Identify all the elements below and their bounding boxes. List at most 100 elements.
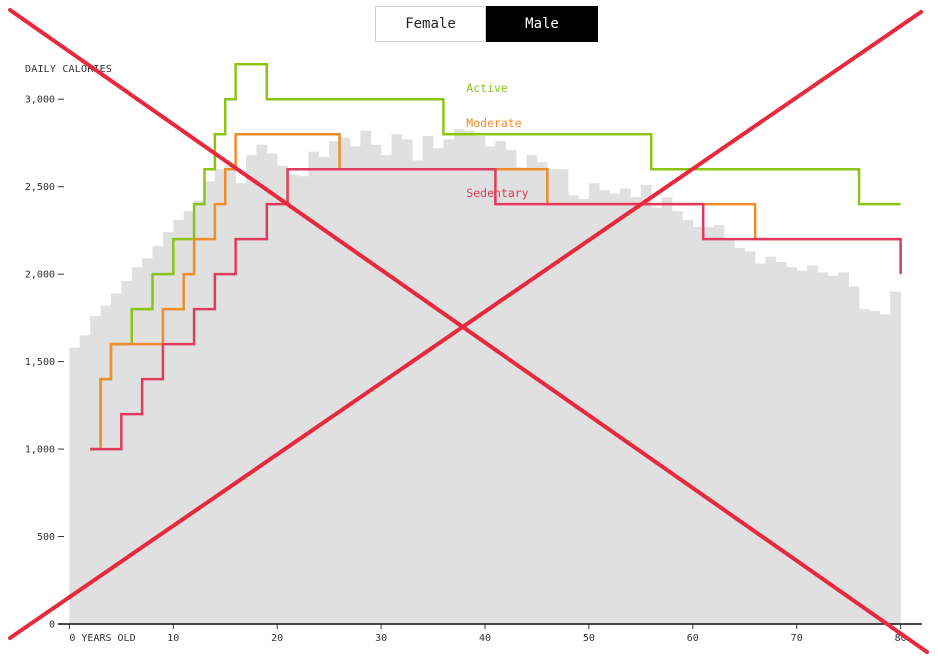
histogram-bar xyxy=(308,151,320,625)
histogram-bar xyxy=(235,183,247,625)
histogram-bar xyxy=(256,144,268,625)
histogram-bar xyxy=(297,176,309,624)
histogram-bar xyxy=(110,293,122,624)
x-tick-label: 80 xyxy=(895,633,907,644)
y-axis-label: DAILY CALORIES xyxy=(25,64,113,75)
histogram-bar xyxy=(526,155,538,624)
histogram-bar xyxy=(651,207,662,624)
histogram-bar xyxy=(609,193,621,624)
x-tick-label: 10 xyxy=(167,633,179,644)
series-line-sedentary xyxy=(90,167,902,451)
histogram-bar xyxy=(536,162,548,624)
histogram-bar xyxy=(723,239,735,624)
y-tick-label: 0 xyxy=(49,620,55,631)
y-tick-label: 2,000 xyxy=(25,270,55,281)
histogram-bar xyxy=(890,291,901,624)
histogram-bar xyxy=(162,232,174,624)
histogram-bar xyxy=(817,272,829,624)
histogram-bar xyxy=(329,141,340,624)
histogram-bar xyxy=(599,190,610,625)
histogram-bar xyxy=(744,251,756,625)
histogram-bar xyxy=(661,197,673,625)
histogram-bar xyxy=(848,286,860,624)
histogram-bar xyxy=(516,167,527,625)
x-tick-label: 20 xyxy=(271,633,283,644)
histogram-bar xyxy=(339,137,351,624)
histogram-bar xyxy=(266,153,278,624)
histogram-bar xyxy=(79,335,91,624)
histogram-bar xyxy=(277,165,288,624)
histogram-bar xyxy=(485,146,496,624)
histogram-bar xyxy=(214,169,226,624)
histogram-bar xyxy=(183,211,195,624)
histogram-bar xyxy=(869,310,881,624)
red-x-overlay xyxy=(8,8,929,654)
y-tick-label: 1,500 xyxy=(25,357,55,368)
series-label-active: Active xyxy=(466,81,508,95)
histogram-bar xyxy=(588,183,600,625)
red-x-stroke xyxy=(8,10,923,640)
x-tick-label: 50 xyxy=(583,633,595,644)
histogram-bar xyxy=(703,226,714,624)
sex-toggle[interactable]: Female Male xyxy=(375,6,598,42)
histogram-bar xyxy=(443,139,455,624)
histogram-bar xyxy=(131,267,143,624)
histogram-bar xyxy=(672,211,683,624)
histogram-bar xyxy=(734,247,746,624)
histogram-bar xyxy=(568,195,579,624)
x-axis: 0 YEARS OLD 10 20 30 40 50 60 70 80 xyxy=(58,623,922,644)
histogram-bar xyxy=(682,219,694,624)
series-label-moderate: Moderate xyxy=(466,116,521,130)
histogram-bar xyxy=(204,181,216,624)
histogram-bar xyxy=(349,146,361,624)
y-tick-label: 1,000 xyxy=(25,445,55,456)
histogram-bar xyxy=(859,309,870,624)
histogram-bar xyxy=(474,135,486,625)
histogram-bar xyxy=(173,219,184,624)
histogram-bar xyxy=(713,225,725,624)
series-line-moderate xyxy=(90,132,901,451)
histogram-bar xyxy=(505,149,517,624)
histogram-bar xyxy=(401,139,413,624)
histogram-bar xyxy=(412,160,423,624)
y-tick-label: 3,000 xyxy=(25,95,55,106)
histogram-bar xyxy=(755,263,766,624)
histogram-bar xyxy=(246,155,257,624)
red-x-stroke xyxy=(8,8,929,654)
histogram-bar xyxy=(433,148,444,624)
y-tick-label: 2,500 xyxy=(25,182,55,193)
histogram-bar xyxy=(630,197,642,625)
histogram-bar xyxy=(827,275,839,624)
histogram-bar xyxy=(495,141,507,624)
histogram-bar xyxy=(381,155,392,624)
x-tick-label: 40 xyxy=(479,633,491,644)
toggle-male-button[interactable]: Male xyxy=(486,6,598,42)
toggle-female-button[interactable]: Female xyxy=(375,6,486,42)
histogram-bar xyxy=(879,314,891,624)
histogram-bar xyxy=(318,156,330,624)
histogram-bar xyxy=(360,130,372,624)
histogram-bar xyxy=(765,256,777,624)
histogram-bar xyxy=(796,270,808,624)
histogram-bar xyxy=(391,134,403,624)
x-tick-label: 30 xyxy=(375,633,387,644)
y-tick-label: 500 xyxy=(37,532,55,543)
histogram-bar xyxy=(464,130,475,624)
histogram-bar xyxy=(640,184,652,624)
histogram-bar xyxy=(100,305,112,624)
histogram-bar xyxy=(90,316,101,624)
histogram-bar xyxy=(547,169,559,624)
x-tick-label: 60 xyxy=(687,633,699,644)
y-axis: 0 500 1,000 1,500 2,000 2,500 3,000 xyxy=(25,95,64,631)
histogram-bar xyxy=(194,200,205,624)
histogram-bar xyxy=(453,128,465,625)
series-label-sedentary: Sedentary xyxy=(466,186,528,200)
histogram-bar xyxy=(422,135,434,625)
x-tick-label: 70 xyxy=(791,633,803,644)
x-tick-label: 0 YEARS OLD xyxy=(69,633,135,644)
histogram-bar xyxy=(142,258,153,624)
histogram-bar xyxy=(620,188,631,624)
histogram-bar xyxy=(121,281,133,624)
histogram-bar xyxy=(838,272,849,624)
